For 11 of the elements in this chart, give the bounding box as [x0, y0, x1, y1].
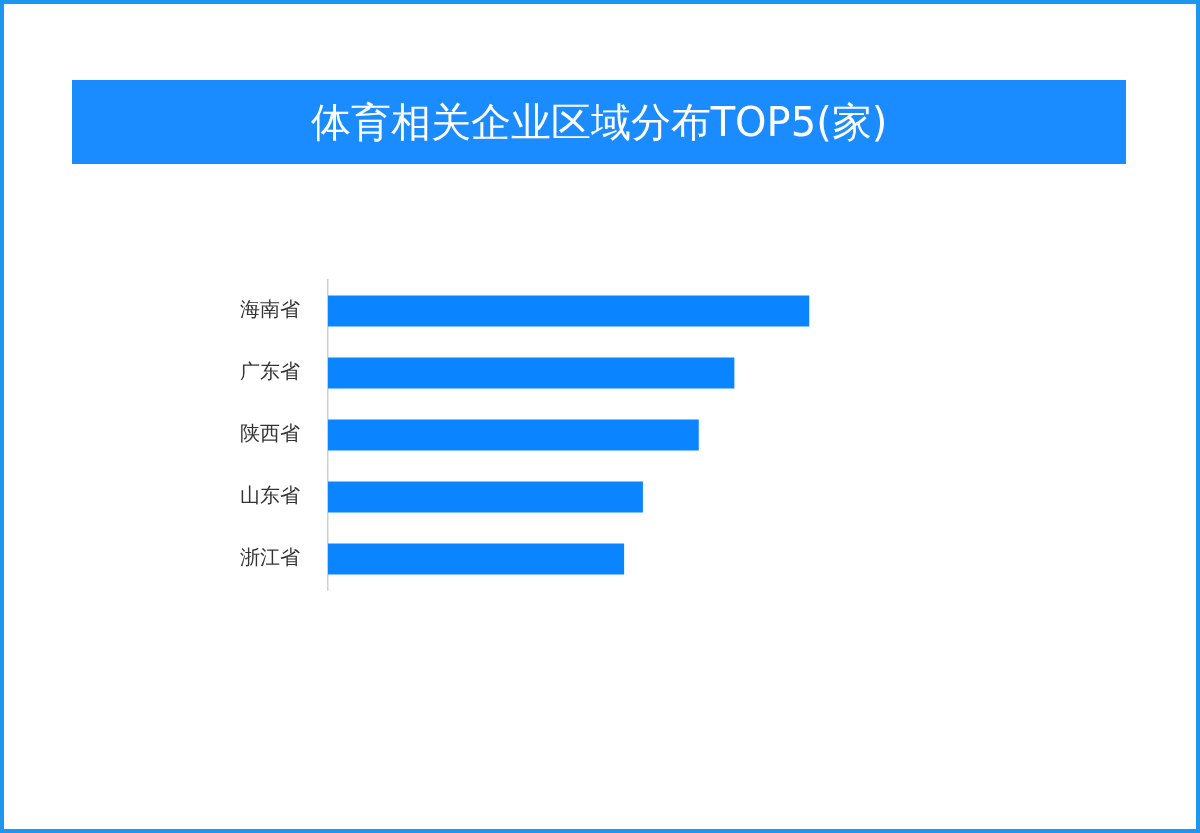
y-tick-label: 海南省	[240, 297, 300, 322]
bar	[328, 543, 625, 575]
bar	[328, 357, 735, 389]
bar	[328, 295, 810, 327]
bar	[328, 419, 699, 451]
y-tick-label: 浙江省	[240, 545, 300, 570]
chart-title: 体育相关企业区域分布TOP5(家)	[310, 97, 888, 147]
y-tick-label: 山东省	[240, 483, 300, 508]
bar	[328, 481, 643, 513]
y-tick-label: 广东省	[240, 359, 300, 384]
y-tick-label: 陕西省	[240, 421, 300, 446]
